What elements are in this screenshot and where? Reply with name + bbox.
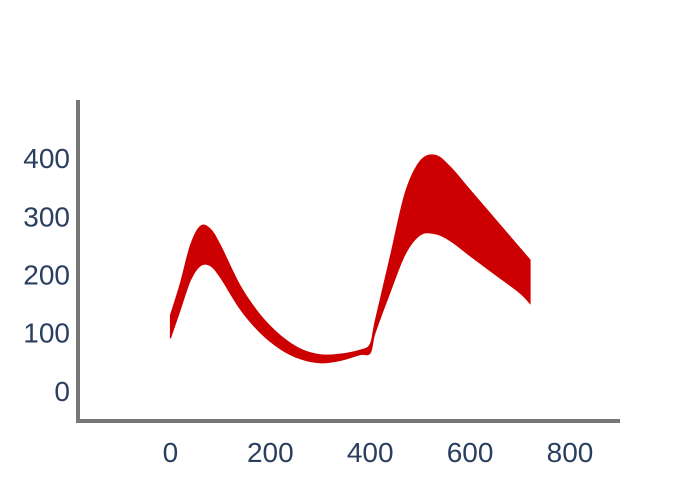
x-tick-label: 600 xyxy=(447,437,494,468)
y-tick-label: 100 xyxy=(23,318,70,349)
x-tick-label: 0 xyxy=(163,437,179,468)
x-tick-labels: 0 200 400 600 800 xyxy=(163,437,594,468)
y-tick-label: 200 xyxy=(23,260,70,291)
y-tick-label: 0 xyxy=(54,376,70,407)
y-tick-label: 300 xyxy=(23,201,70,232)
y-tick-label: 400 xyxy=(23,143,70,174)
series-bands xyxy=(169,154,531,364)
y-tick-labels: 0 100 200 300 400 xyxy=(23,143,70,407)
x-tick-label: 400 xyxy=(347,437,394,468)
series-band-0 xyxy=(169,154,531,364)
x-tick-label: 200 xyxy=(247,437,294,468)
x-tick-label: 800 xyxy=(547,437,594,468)
